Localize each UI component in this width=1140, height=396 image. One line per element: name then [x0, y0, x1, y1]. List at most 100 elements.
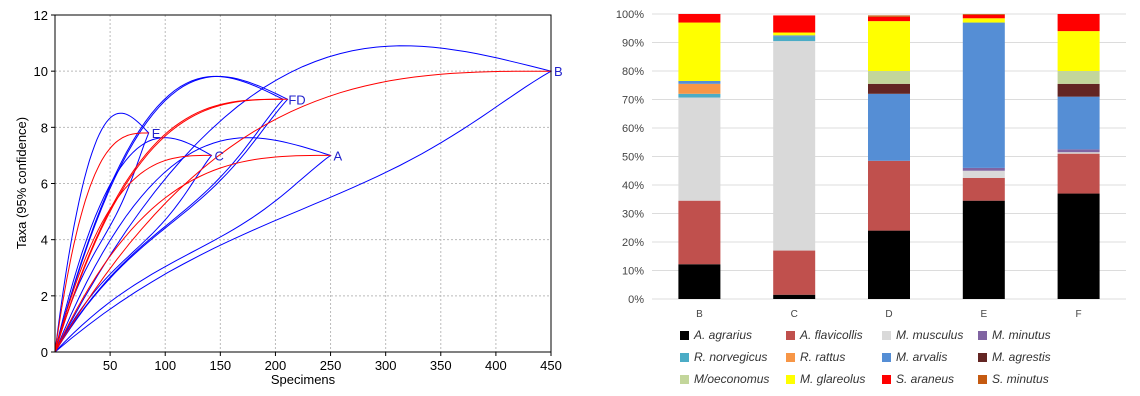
bar-segment-F-10: [1057, 14, 1100, 32]
bar-segment-F-2: [1057, 152, 1100, 154]
legend-label: R. rattus: [800, 350, 845, 364]
legend-swatch: [680, 375, 689, 384]
right-x-tick-label: E: [980, 309, 987, 320]
left-x-tick-label: 200: [265, 358, 287, 373]
bar-segment-B-1: [678, 200, 721, 265]
right-y-tick-label: 80%: [622, 66, 644, 78]
bar-segment-B-2: [678, 97, 721, 201]
legend-swatch: [680, 353, 689, 362]
bar-segment-D-6: [868, 93, 910, 161]
confidence-envelope-C: [54, 137, 213, 353]
end-label-B: B: [554, 64, 563, 79]
legend-label: A. flavicollis: [799, 328, 863, 342]
legend-swatch: [978, 331, 987, 340]
bar-segment-F-3: [1057, 149, 1100, 153]
right-y-ticks: 0% 10% 20% 30% 40% 50% 60% 70% 80% 90% 100%: [616, 9, 644, 306]
rarefaction-curve-F: [54, 98, 284, 353]
bar-segment-F-6: [1057, 96, 1100, 150]
right-x-tick-label: B: [696, 309, 703, 320]
bar-segment-F-7: [1057, 83, 1100, 97]
bar-segment-B-0: [678, 264, 721, 299]
left-y-tick-label: 12: [34, 8, 48, 23]
legend-swatch: [786, 331, 795, 340]
legend-label: M. musculus: [896, 328, 963, 342]
left-x-tick-label: 250: [320, 358, 342, 373]
right-y-tick-label: 100%: [616, 9, 644, 21]
bar-segment-D-10: [868, 16, 910, 22]
end-label-A: A: [334, 148, 343, 163]
bar-segment-F-0: [1057, 193, 1100, 299]
bar-segment-F-1: [1057, 153, 1100, 194]
bar-segment-D-7: [868, 83, 910, 94]
right-y-tick-label: 30%: [622, 209, 644, 221]
legend-label: R. norvegicus: [694, 350, 767, 364]
legend-label: M/oeconomus: [694, 372, 769, 386]
bar-segment-D-1: [868, 160, 910, 231]
bar-segment-E-3: [962, 167, 1005, 171]
legend-label: S. araneus: [896, 372, 954, 386]
left-y-tick-label: 8: [41, 120, 48, 135]
rarefaction-curve-C: [54, 154, 212, 353]
left-x-tick-label: 400: [485, 358, 507, 373]
bar-segment-F-8: [1057, 71, 1100, 84]
right-x-tick-label: F: [1076, 309, 1082, 320]
bar-segment-C-1: [773, 250, 816, 295]
bar-segment-C-0: [773, 294, 816, 299]
legend-swatch: [680, 331, 689, 340]
bar-segment-D-9: [868, 21, 910, 71]
bar-segment-B-10: [678, 14, 721, 23]
rarefaction-curve-E: [54, 132, 149, 353]
right-y-tick-label: 0%: [628, 294, 644, 306]
left-y-tick-label: 0: [41, 345, 48, 360]
bar-segment-F-9: [1057, 31, 1100, 72]
legend-swatch: [786, 375, 795, 384]
bar-segment-E-11: [962, 14, 1005, 15]
right-y-tick-label: 10%: [622, 266, 644, 278]
left-y-tick-label: 2: [41, 289, 48, 304]
confidence-envelope-A: [54, 137, 332, 353]
left-x-axis-label: Specimens: [271, 372, 336, 387]
bar-segment-C-2: [773, 41, 816, 251]
legend-swatch: [882, 353, 891, 362]
bar-segment-E-10: [962, 14, 1005, 19]
rarefaction-curve-B: [54, 70, 551, 353]
rarefaction-chart: 50 100 150 200 250 300 350 400 450 0 2 4 6 8 10 12 A B C…: [14, 8, 563, 387]
right-y-tick-label: 60%: [622, 123, 644, 135]
left-y-tick-label: 6: [41, 177, 48, 192]
right-y-tick-label: 40%: [622, 180, 644, 192]
bar-segment-E-0: [962, 200, 1005, 299]
bar-segment-D-8: [868, 71, 910, 84]
bar-segment-D-11: [868, 15, 910, 17]
confidence-envelope-E: [54, 112, 150, 353]
right-x-tick-label: C: [791, 309, 798, 320]
rarefaction-curve-A: [54, 154, 331, 353]
confidence-envelope-D: [54, 75, 289, 353]
bar-segment-C-4: [773, 36, 816, 42]
bar-segment-E-6: [962, 22, 1005, 168]
end-label-C: C: [215, 148, 224, 163]
bar-segment-E-2: [962, 170, 1005, 178]
legend-label: M. arvalis: [896, 350, 947, 364]
left-y-axis-label: Taxa (95% confidence): [14, 117, 29, 249]
bar-segment-D-0: [868, 230, 910, 299]
end-label-E: E: [152, 126, 161, 141]
bar-segment-B-9: [678, 22, 721, 81]
right-legend: A. agrarius A. flavicollis M. musculus M. m…: [680, 328, 1051, 386]
bar-segment-E-1: [962, 177, 1005, 201]
left-x-tick-label: 450: [540, 358, 562, 373]
left-x-ticks: 50 100 150 200 250 300 350 400 450: [103, 352, 562, 373]
left-x-tick-label: 350: [430, 358, 452, 373]
left-y-ticks: 0 2 4 6 8 10 12: [34, 8, 55, 360]
left-end-labels: A B C FD E: [152, 64, 563, 163]
left-x-tick-label: 50: [103, 358, 117, 373]
bar-segment-C-6: [773, 35, 816, 37]
right-x-tick-label: D: [885, 309, 892, 320]
bar-segment-C-10: [773, 15, 816, 33]
bar-segment-B-5: [678, 83, 721, 94]
confidence-envelope-F: [54, 75, 285, 353]
left-rarefaction-curves: [54, 70, 551, 353]
legend-swatch: [978, 375, 987, 384]
right-y-tick-label: 50%: [622, 152, 644, 164]
legend-swatch: [882, 331, 891, 340]
legend-label: M. agrestis: [992, 350, 1051, 364]
